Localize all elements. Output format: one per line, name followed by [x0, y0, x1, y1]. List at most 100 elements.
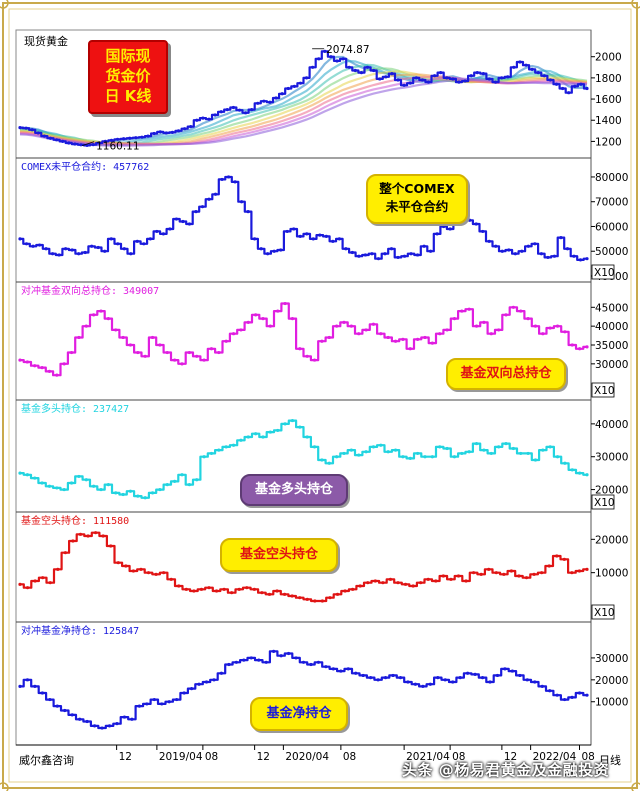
- x-tick-label: 08: [452, 751, 465, 763]
- data-point: [78, 717, 82, 721]
- data-point: [213, 192, 218, 196]
- data-point: [567, 91, 571, 95]
- data-point: [73, 142, 77, 146]
- data-point: [373, 579, 377, 583]
- data-point: [272, 649, 276, 653]
- data-point: [411, 584, 415, 588]
- data-point: [101, 534, 105, 538]
- data-point: [70, 248, 74, 252]
- data-point: [279, 654, 283, 658]
- data-point: [383, 676, 388, 680]
- frame-corner-ornament: [0, 0, 9, 9]
- comex-callout: 整个COMEX 未平仓合约: [366, 174, 468, 224]
- data-point: [452, 317, 457, 321]
- data-point: [47, 484, 52, 488]
- data-point: [140, 135, 144, 139]
- data-point: [31, 244, 35, 248]
- series-line: [20, 175, 587, 261]
- data-point: [372, 68, 376, 73]
- data-point: [383, 252, 387, 256]
- data-point: [40, 691, 44, 695]
- data-point: [468, 218, 472, 222]
- data-point: [416, 451, 420, 456]
- data-point: [305, 597, 309, 601]
- y-tick-label: 30000: [595, 452, 628, 464]
- data-point: [548, 78, 553, 82]
- data-point: [268, 430, 272, 434]
- y-tick-label: 50000: [595, 246, 628, 258]
- data-point: [482, 448, 486, 452]
- data-point: [379, 443, 383, 447]
- data-point: [298, 234, 302, 238]
- data-point: [401, 337, 405, 341]
- data-point: [504, 441, 508, 446]
- data-point: [195, 354, 199, 358]
- data-point: [445, 76, 449, 80]
- data-point: [323, 49, 327, 54]
- unit-badge-box: [591, 494, 615, 510]
- data-point: [224, 339, 228, 343]
- data-point: [54, 138, 59, 142]
- data-point: [44, 247, 48, 251]
- data-point: [469, 74, 473, 78]
- data-point: [25, 586, 30, 590]
- data-point: [33, 364, 37, 368]
- data-point: [170, 130, 175, 135]
- data-point: [386, 450, 390, 454]
- data-point: [184, 587, 188, 591]
- data-point: [41, 576, 45, 580]
- data-point: [77, 335, 81, 340]
- data-point: [200, 205, 205, 209]
- data-point: [445, 328, 449, 332]
- data-point: [512, 65, 516, 69]
- unit-badge: X10: [594, 607, 615, 619]
- data-point: [197, 682, 201, 686]
- data-point: [335, 592, 340, 596]
- unit-badge: X10: [594, 267, 615, 279]
- data-point: [327, 335, 331, 340]
- data-point: [335, 59, 339, 63]
- data-point: [473, 672, 477, 676]
- data-point: [519, 309, 523, 313]
- data-point: [37, 243, 42, 247]
- data-point: [546, 255, 550, 260]
- data-point: [396, 581, 400, 585]
- data-point: [301, 660, 306, 664]
- data-point: [585, 345, 589, 349]
- data-point: [511, 446, 515, 451]
- data-point: [42, 134, 46, 138]
- data-point: [146, 571, 151, 575]
- data-point: [252, 587, 256, 591]
- data-point: [578, 347, 582, 351]
- data-point: [134, 136, 138, 140]
- data-point: [283, 301, 287, 306]
- data-point: [50, 252, 55, 256]
- y-tick-label: 20000: [595, 485, 628, 497]
- data-point: [402, 83, 406, 87]
- data-point: [497, 445, 501, 449]
- gold-callout: 国际现 货金价 日 K线: [88, 40, 168, 114]
- data-point: [547, 564, 551, 568]
- data-point: [260, 591, 264, 595]
- data-point: [97, 141, 101, 145]
- data-point: [519, 451, 523, 456]
- data-point: [173, 479, 177, 483]
- data-point: [393, 448, 398, 452]
- data-point: [161, 232, 165, 236]
- data-point: [378, 77, 382, 81]
- data-point: [201, 116, 205, 120]
- data-point: [305, 354, 309, 358]
- data-point: [63, 551, 67, 555]
- data-point: [474, 324, 479, 328]
- data-point: [438, 445, 442, 449]
- data-point: [129, 252, 133, 256]
- data-point: [585, 693, 589, 697]
- data-point: [25, 360, 29, 364]
- data-point: [548, 689, 552, 693]
- data-point: [70, 713, 74, 717]
- data-point: [540, 571, 544, 575]
- x-tick-label: 08: [205, 751, 218, 763]
- data-point: [246, 320, 250, 324]
- data-point: [393, 339, 398, 343]
